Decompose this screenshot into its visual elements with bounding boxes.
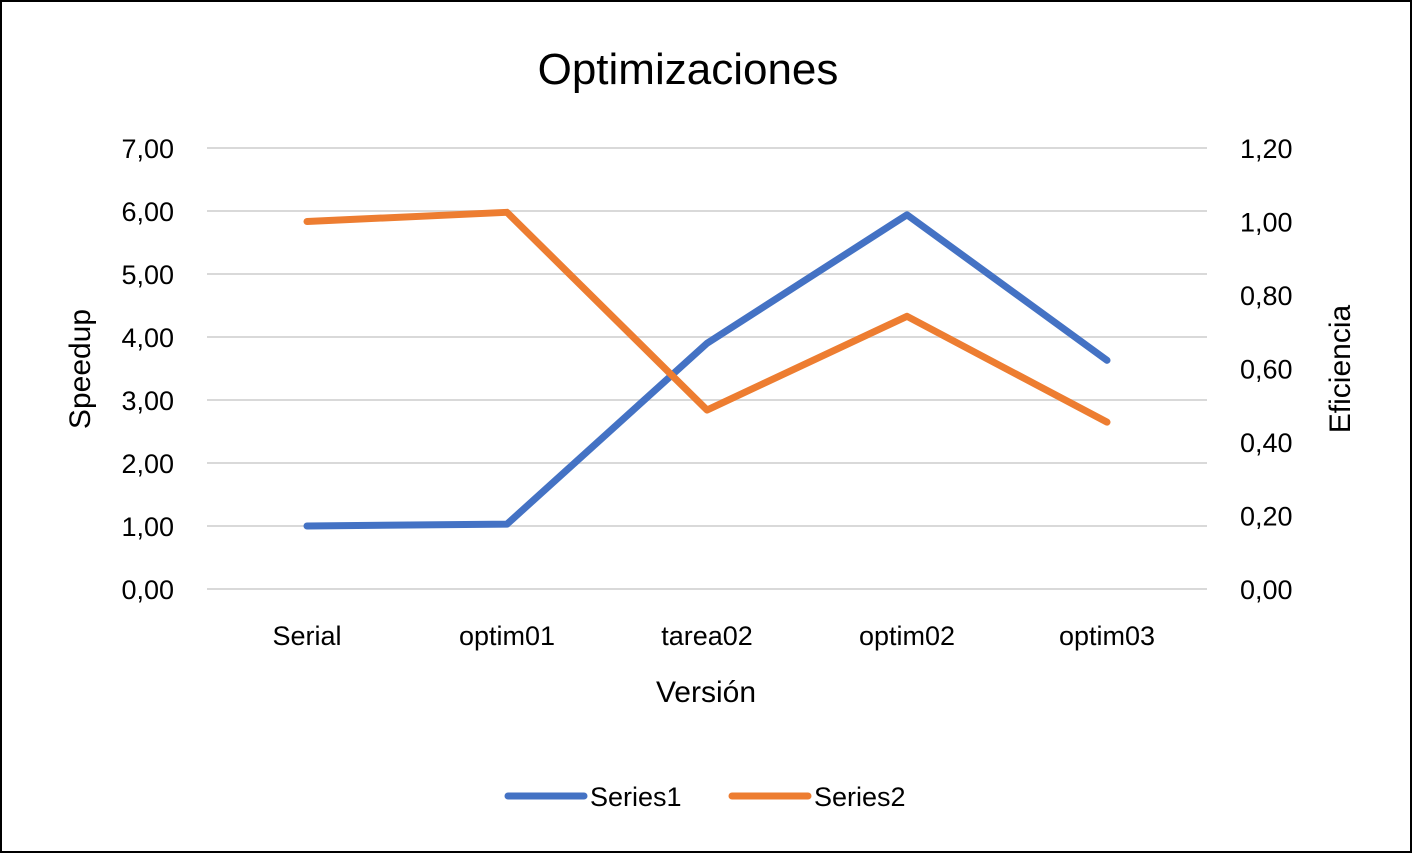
right-axis-ticks: 0,00 0,20 0,40 0,60 0,80 1,00 1,20 <box>1240 134 1293 605</box>
x-tick-label: Serial <box>272 621 341 651</box>
y2-tick-label: 0,60 <box>1240 355 1293 385</box>
series-line-series2 <box>303 208 1111 426</box>
y2-tick-label: 0,40 <box>1240 428 1293 458</box>
y-tick-label: 5,00 <box>121 260 174 290</box>
x-axis-ticks: Serial optim01 tarea02 optim02 optim03 <box>272 621 1155 651</box>
chart-title: Optimizaciones <box>538 45 839 94</box>
left-axis-ticks: 0,00 1,00 2,00 3,00 4,00 5,00 6,00 7,00 <box>121 134 174 605</box>
y2-axis-title: Eficiencia <box>1324 304 1357 433</box>
series-lines <box>303 208 1111 530</box>
y2-tick-label: 1,20 <box>1240 134 1293 164</box>
x-axis-title: Versión <box>656 676 756 709</box>
y-axis-title: Speedup <box>64 309 97 429</box>
y-tick-label: 4,00 <box>121 323 174 353</box>
x-tick-label: tarea02 <box>661 621 753 651</box>
y2-tick-label: 1,00 <box>1240 208 1293 238</box>
y-tick-label: 0,00 <box>121 575 174 605</box>
y-tick-label: 6,00 <box>121 197 174 227</box>
y-tick-label: 3,00 <box>121 386 174 416</box>
y-tick-label: 2,00 <box>121 449 174 479</box>
y2-tick-label: 0,00 <box>1240 575 1293 605</box>
legend-label: Series2 <box>814 782 906 812</box>
x-tick-label: optim01 <box>459 621 555 651</box>
y-tick-label: 1,00 <box>121 512 174 542</box>
legend: Series1 Series2 <box>504 782 906 812</box>
y-tick-label: 7,00 <box>121 134 174 164</box>
y2-tick-label: 0,20 <box>1240 502 1293 532</box>
x-tick-label: optim03 <box>1059 621 1155 651</box>
y2-tick-label: 0,80 <box>1240 281 1293 311</box>
series-line-series1 <box>303 211 1111 530</box>
x-tick-label: optim02 <box>859 621 955 651</box>
legend-label: Series1 <box>590 782 682 812</box>
